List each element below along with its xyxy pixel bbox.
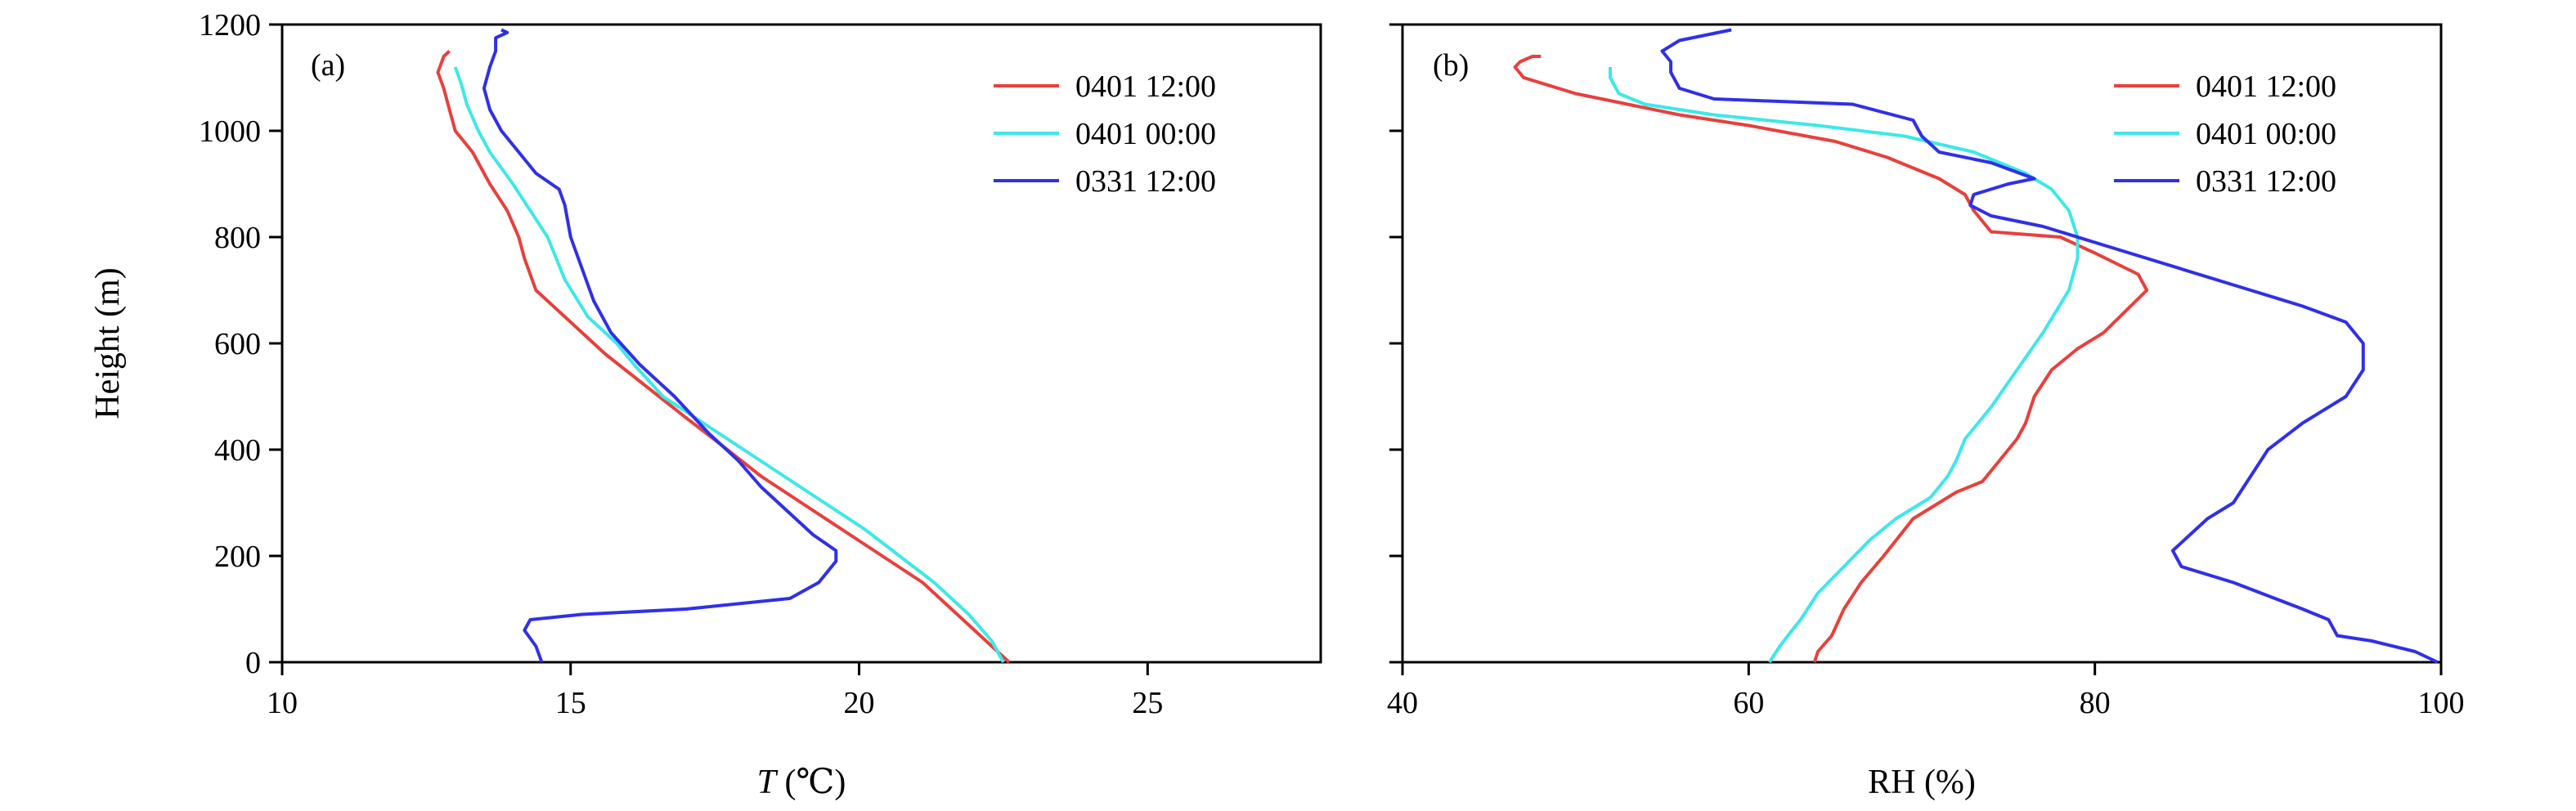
x-tick-label: 100	[2418, 686, 2465, 720]
panel-label: (a)	[311, 48, 345, 83]
y-tick-label: 600	[214, 327, 261, 361]
series-line	[453, 66, 1005, 663]
legend: 0401 12:00 0401 00:00 0331 12:00	[2114, 69, 2336, 199]
x-tick-label: 25	[1132, 686, 1163, 720]
legend-label: 0331 12:00	[2196, 164, 2336, 199]
series-line	[1660, 28, 2439, 664]
y-axis-label: Height (m)	[89, 267, 127, 419]
panel-temperature: 10 15 20 25 0 200 400 600 800 1000 1200 (a) 0401 1…	[89, 8, 1322, 801]
series-line	[1609, 67, 2080, 664]
legend-label: 0401 00:00	[2196, 117, 2336, 151]
y-tick-label: 400	[214, 433, 261, 468]
series-line	[1513, 55, 2149, 663]
x-tick-label: 20	[844, 686, 875, 720]
legend: 0401 12:00 0401 00:00 0331 12:00	[994, 69, 1216, 199]
x-axis-label-unit: (℃)	[776, 764, 846, 801]
x-tick-label: 15	[555, 686, 586, 720]
legend-label: 0401 00:00	[1075, 117, 1216, 151]
y-tick-label: 1200	[199, 8, 261, 43]
x-axis-label-symbol: T	[757, 764, 779, 801]
y-tick-label: 1000	[199, 114, 261, 149]
x-axis-label: T (℃)	[757, 764, 846, 801]
y-tick-label: 0	[245, 646, 261, 680]
x-tick-label: 40	[1387, 686, 1418, 720]
panel-relative-humidity: 40 60 80 100 (b) 0401 12:00 0401 00:00 0331 1…	[1387, 23, 2465, 801]
x-axis-label: RH (%)	[1868, 764, 1976, 801]
x-tick-label: 80	[2080, 686, 2111, 720]
legend-label: 0331 12:00	[1075, 164, 1216, 199]
y-tick-label: 800	[214, 221, 261, 255]
y-tick-label: 200	[214, 540, 261, 574]
x-tick-label: 10	[267, 686, 298, 720]
panel-label: (b)	[1433, 48, 1469, 83]
x-tick-label: 60	[1733, 686, 1764, 720]
series-line	[482, 28, 838, 663]
legend-label: 0401 12:00	[1075, 69, 1216, 104]
series-line	[436, 50, 1011, 664]
legend-label: 0401 12:00	[2196, 69, 2336, 104]
